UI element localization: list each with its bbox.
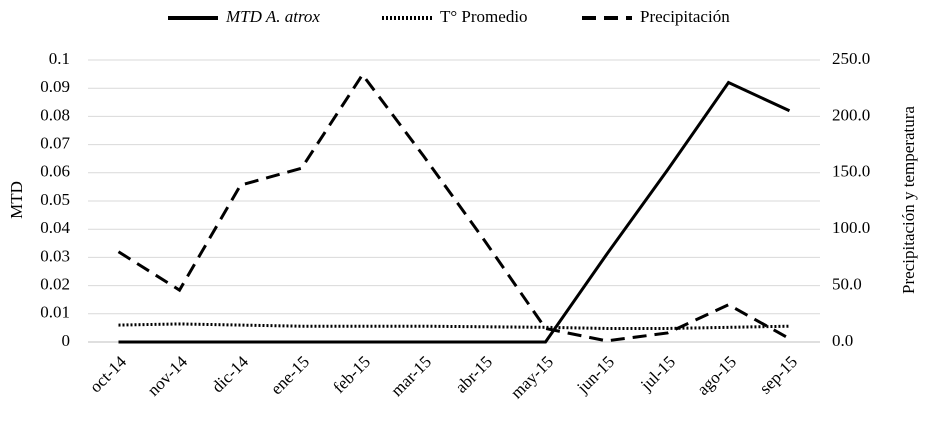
legend-label: T° Promedio [440,7,528,26]
x-tick-label: jul-15 [636,352,679,395]
series-line [117,72,791,343]
series-line [118,80,791,344]
y-tick-label: 0.09 [40,77,70,96]
x-tick-label: dic-14 [208,352,252,396]
y2-tick-label: 250.0 [832,49,870,68]
legend-label: MTD A. atrox [225,7,320,26]
y-tick-label: 0.03 [40,246,70,265]
x-tick-label: ago-15 [693,352,740,399]
x-tick-label: oct-14 [86,352,130,396]
y2-tick-label: 100.0 [832,218,870,237]
x-tick-label: may-15 [507,352,557,402]
y-axis-title: MTD [7,181,26,219]
x-tick-label: feb-15 [329,352,374,397]
y-tick-label: 0.05 [40,190,70,209]
x-tick-label: jun-15 [573,352,619,398]
x-tick-label: nov-14 [144,352,192,400]
x-tick-label: sep-15 [756,352,801,397]
y-tick-label: 0 [62,331,71,350]
y2-tick-label: 200.0 [832,105,870,124]
series-line [118,322,790,330]
y-tick-label: 0.1 [49,49,70,68]
y-tick-label: 0.04 [40,218,70,237]
x-tick-label: ene-15 [267,352,313,398]
y2-tick-label: 150.0 [832,162,870,181]
legend-label: Precipitación [640,7,730,26]
y2-axis-title: Precipitación y temperatura [899,106,918,294]
y2-tick-label: 0.0 [832,331,853,350]
y-tick-label: 0.08 [40,105,70,124]
x-tick-label: abr-15 [452,352,497,397]
y-tick-label: 0.06 [40,162,70,181]
y-tick-label: 0.01 [40,303,70,322]
x-tick-label: mar-15 [387,352,435,400]
y-tick-label: 0.07 [40,134,70,153]
y2-tick-label: 50.0 [832,275,862,294]
y-tick-label: 0.02 [40,275,70,294]
